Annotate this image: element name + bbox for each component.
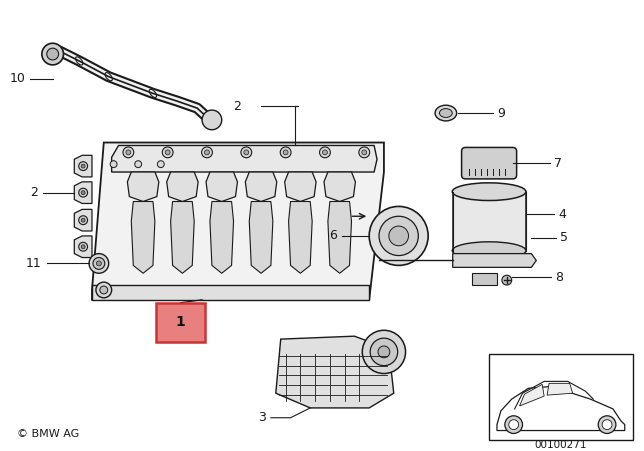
Text: 4: 4 (558, 208, 566, 221)
Circle shape (244, 150, 249, 155)
Circle shape (123, 147, 134, 158)
Circle shape (135, 161, 142, 168)
Polygon shape (171, 202, 194, 273)
Polygon shape (167, 172, 198, 202)
Circle shape (319, 147, 330, 158)
Circle shape (379, 216, 419, 256)
Circle shape (81, 164, 85, 168)
Circle shape (79, 162, 88, 170)
Circle shape (370, 338, 398, 366)
Circle shape (81, 218, 85, 222)
Circle shape (126, 150, 131, 155)
Circle shape (205, 150, 209, 155)
Circle shape (241, 147, 252, 158)
Polygon shape (206, 172, 238, 202)
Polygon shape (74, 182, 92, 203)
Circle shape (93, 258, 105, 269)
Circle shape (363, 330, 406, 373)
Circle shape (157, 161, 164, 168)
Text: 00100271: 00100271 (535, 440, 587, 451)
Circle shape (79, 188, 88, 197)
Circle shape (79, 216, 88, 225)
Circle shape (110, 161, 117, 168)
Polygon shape (547, 383, 573, 395)
Circle shape (359, 147, 370, 158)
Text: 2: 2 (30, 186, 38, 199)
Circle shape (283, 150, 288, 155)
Polygon shape (210, 202, 234, 273)
Text: 3: 3 (258, 411, 266, 424)
Text: 6: 6 (329, 230, 337, 242)
Circle shape (96, 282, 111, 298)
Polygon shape (74, 155, 92, 177)
Circle shape (79, 242, 88, 251)
Circle shape (166, 150, 170, 155)
Circle shape (362, 150, 366, 155)
Polygon shape (473, 273, 497, 285)
Circle shape (47, 48, 59, 60)
Text: © BMW AG: © BMW AG (17, 429, 80, 439)
Circle shape (162, 147, 173, 158)
Polygon shape (285, 172, 316, 202)
Text: 1: 1 (176, 315, 185, 329)
Circle shape (505, 416, 522, 433)
Ellipse shape (452, 183, 526, 201)
Polygon shape (245, 172, 277, 202)
Text: 5: 5 (560, 231, 568, 244)
Polygon shape (128, 172, 159, 202)
Circle shape (81, 245, 85, 249)
Polygon shape (276, 336, 393, 408)
Text: 7: 7 (554, 156, 562, 170)
Polygon shape (453, 253, 536, 267)
Polygon shape (289, 202, 312, 273)
Circle shape (81, 191, 85, 195)
Circle shape (369, 207, 428, 265)
FancyBboxPatch shape (462, 147, 516, 179)
Polygon shape (111, 146, 377, 172)
Ellipse shape (435, 105, 457, 121)
Circle shape (323, 150, 327, 155)
Bar (489, 354, 632, 440)
Polygon shape (453, 192, 526, 251)
Circle shape (598, 416, 616, 433)
Circle shape (389, 226, 408, 246)
Polygon shape (324, 172, 355, 202)
Text: 10: 10 (9, 72, 25, 85)
Polygon shape (497, 387, 625, 431)
Circle shape (378, 346, 390, 358)
Circle shape (509, 420, 518, 429)
Polygon shape (328, 202, 352, 273)
Polygon shape (74, 236, 92, 258)
Polygon shape (131, 202, 155, 273)
Bar (156, 303, 205, 342)
Circle shape (602, 420, 612, 429)
Circle shape (502, 275, 512, 285)
Polygon shape (74, 209, 92, 231)
Circle shape (100, 286, 108, 294)
Text: 8: 8 (555, 271, 563, 284)
Bar (92, 285, 369, 300)
Text: 9: 9 (497, 106, 505, 120)
Circle shape (202, 147, 213, 158)
Circle shape (280, 147, 291, 158)
Polygon shape (249, 202, 273, 273)
Ellipse shape (452, 242, 526, 259)
Text: 11: 11 (26, 257, 42, 270)
Circle shape (97, 261, 101, 266)
Circle shape (202, 110, 222, 130)
Circle shape (42, 43, 64, 65)
Text: 2: 2 (234, 100, 242, 113)
Polygon shape (520, 384, 544, 406)
Circle shape (89, 253, 109, 273)
Polygon shape (92, 143, 384, 300)
Ellipse shape (439, 109, 452, 117)
